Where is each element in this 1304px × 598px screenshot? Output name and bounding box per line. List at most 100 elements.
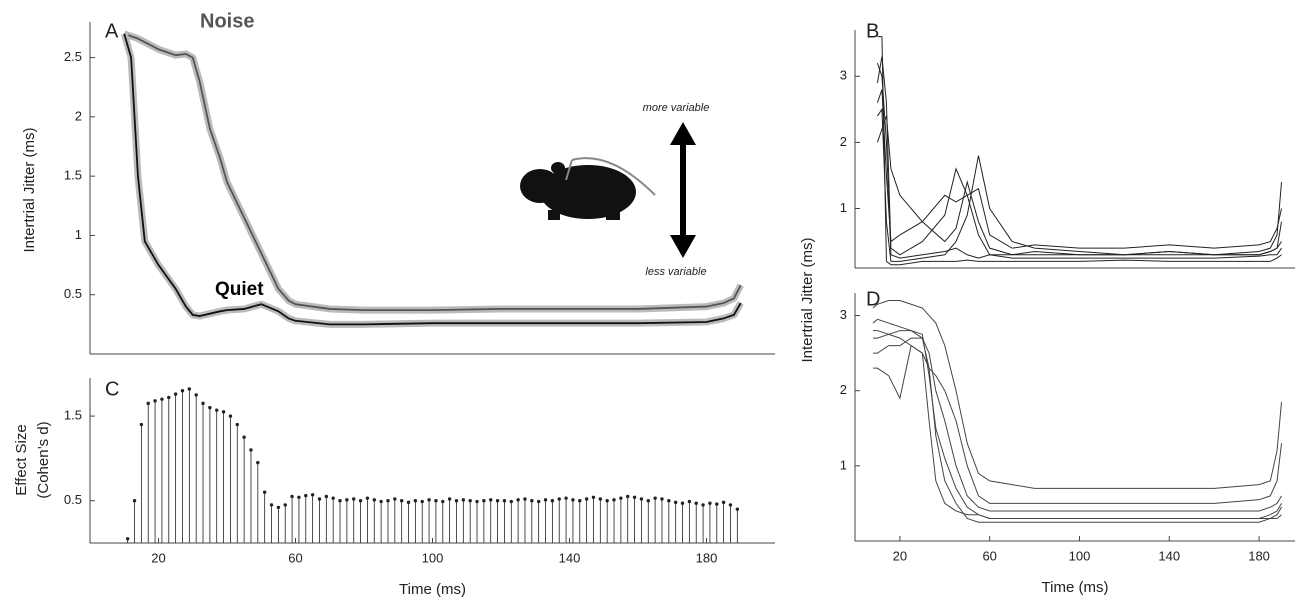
y-axis-label: Effect Size [13,424,30,495]
line [123,33,742,326]
stem-dot [132,498,137,503]
stem-dot [721,500,726,505]
stem-dot [564,496,568,500]
stem-dot [201,401,205,406]
stem-dot [160,397,164,401]
stem-dot [441,499,445,504]
line [876,62,1283,259]
line [872,318,1282,523]
line [123,33,742,312]
stem-dot [536,499,541,504]
stem-dot [468,498,472,503]
stem-dot [557,497,561,501]
y-axis-label: Intertrial Jitter (ms) [799,237,816,362]
stem-dot [550,498,555,503]
stem-dot [187,387,192,391]
panel-label: C [105,378,119,400]
stem-dot [269,503,274,507]
stem-dot [708,501,712,505]
y-axis-label: Intertrial Jitter (ms) [21,127,38,252]
x-tick-label: 180 [696,550,718,565]
stem-dot [626,494,630,499]
stem-dot [297,495,301,500]
stem-dot [153,399,157,403]
y-tick-label: 1 [75,227,82,242]
stem-dot [317,497,322,501]
annotation: more variable [643,102,710,114]
y-tick-label: 2 [75,108,82,123]
x-tick-label: 60 [288,550,302,565]
stem-dot [694,501,698,505]
stem-dot [578,498,582,503]
stem-dot [194,393,198,397]
stem-dot [660,497,664,501]
stem-dot [146,401,150,406]
line [872,344,1283,504]
stem-dot [701,503,705,507]
stem-dot [406,500,411,505]
stem-dot [523,497,527,501]
stem-dot [461,498,466,502]
annotation: less variable [645,266,706,278]
y-tick-label: 3 [840,68,847,83]
stem-dot [262,490,267,494]
stem-dot [125,537,130,541]
stem-dot [215,408,219,412]
stem-dot [180,388,185,393]
stem-dot [372,498,376,502]
stem-dot [221,410,226,414]
stem-dot [667,498,671,503]
stem-dot [427,498,431,502]
stem-dot [475,499,479,504]
panel-label: D [866,288,880,310]
line [872,337,1282,512]
stem-dot [687,499,692,504]
stem-dot [420,499,424,504]
stem-dot [290,494,294,499]
stem-dot [653,496,657,500]
stem-dot [338,498,342,503]
stem-dot [646,498,650,503]
x-tick-label: 100 [1069,548,1091,563]
stem-dot [249,448,253,452]
stem-dot [680,501,685,505]
y-axis-label: (Cohen’s d) [35,421,52,498]
panel-label: B [866,20,879,42]
stem-dot [598,497,603,501]
stem-dot [399,498,404,503]
y-tick-label: 2 [840,382,847,397]
stem-dot [619,496,623,500]
stem-dot [276,505,281,510]
y-tick-label: 1.5 [64,168,82,183]
stem-dot [345,498,349,502]
stem-dot [310,493,315,497]
stem-dot [495,498,500,503]
y-tick-label: 2.5 [64,49,82,64]
line [877,36,1282,266]
stem-dot [482,498,486,503]
stem-dot [584,497,589,501]
x-axis-label: Time (ms) [1042,579,1109,596]
stem-dot [530,498,534,503]
stem-dot [228,414,233,418]
stem-dot [386,498,390,503]
guinea-pig-icon [520,157,656,220]
stem-dot [434,498,438,503]
stem-dot [735,507,740,511]
stem-dot [489,498,493,502]
stem-dot [447,497,452,501]
stem-dot [543,498,548,502]
line [876,89,1283,249]
stem-dot [612,498,616,502]
y-tick-label: 0.5 [64,286,82,301]
stem-dot [605,498,609,503]
stem-dot [454,498,459,503]
x-tick-label: 100 [422,550,444,565]
x-tick-label: 20 [151,550,165,565]
stem-dot [256,460,260,465]
stem-dot [571,498,575,502]
x-tick-label: 60 [982,548,996,563]
stem-dot [728,503,733,507]
annotation: Quiet [215,279,264,300]
